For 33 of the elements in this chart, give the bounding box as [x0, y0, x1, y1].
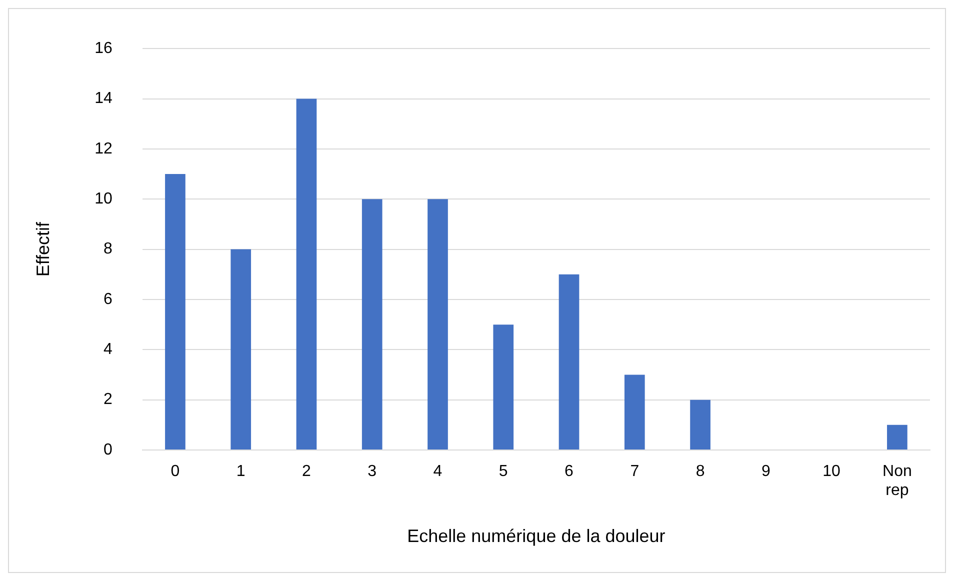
x-tick-label: 9 — [761, 463, 770, 480]
x-tick-label: Non rep — [882, 463, 912, 500]
y-axis-title: Effectif — [32, 220, 53, 277]
y-tick-label: 14 — [94, 90, 112, 108]
bar — [165, 174, 186, 450]
x-tick-label: 7 — [630, 463, 640, 480]
y-tick-label: 6 — [103, 290, 112, 308]
bar — [296, 98, 317, 450]
y-tick-label: 0 — [103, 441, 112, 458]
x-tick-label: 6 — [564, 463, 574, 480]
x-tick-label: 4 — [433, 463, 442, 480]
y-tick-label: 16 — [94, 40, 112, 58]
x-tick-label: 1 — [236, 463, 246, 480]
y-tick-label: 2 — [103, 391, 112, 408]
bar — [558, 274, 580, 450]
bar — [493, 324, 514, 450]
y-tick-label: 10 — [94, 190, 112, 208]
x-tick-label: 10 — [822, 463, 841, 480]
y-tick-label: 12 — [94, 140, 112, 158]
x-tick-label: 5 — [498, 463, 508, 480]
bar — [362, 199, 382, 450]
y-tick-label: 4 — [103, 341, 112, 358]
x-tick-label: 2 — [302, 463, 312, 480]
bar — [690, 400, 710, 450]
y-tick-label: 8 — [103, 240, 112, 258]
bar — [624, 374, 645, 450]
bar — [428, 199, 448, 450]
x-tick-label: 8 — [696, 463, 705, 480]
bar — [230, 249, 252, 450]
x-axis-title: Echelle numérique de la douleur — [407, 526, 666, 546]
x-tick-label: 3 — [368, 463, 377, 480]
x-tick-label: 0 — [170, 463, 180, 480]
bar — [887, 424, 908, 450]
